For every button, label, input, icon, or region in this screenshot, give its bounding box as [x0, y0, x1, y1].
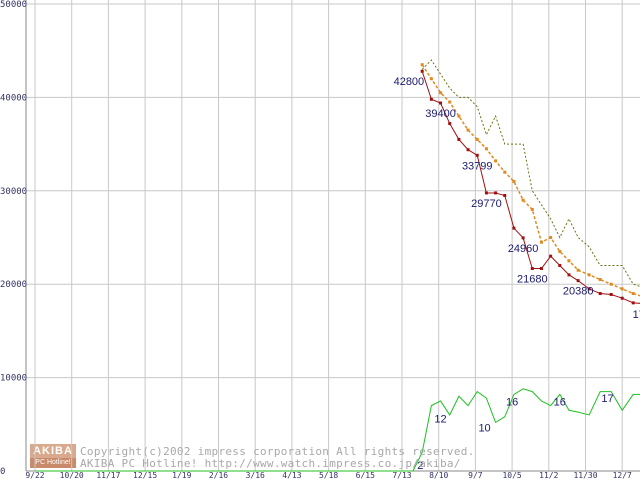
data-point-low-price: [466, 148, 470, 152]
data-point-average-price: [484, 147, 488, 151]
data-point-average-price: [457, 114, 461, 118]
price-label: 24960: [508, 243, 539, 255]
data-point-average-price: [466, 128, 470, 132]
data-point-average-price: [475, 137, 479, 141]
data-point-low-price: [484, 191, 488, 195]
x-tick-label: 12/15: [133, 471, 157, 480]
y-tick-label: 40000: [0, 93, 27, 103]
x-tick-label: 11/2: [539, 471, 558, 480]
copyright-line-2: AKIBA PC Hotline! http://www.watch.impre…: [80, 457, 461, 470]
x-tick-label: 9/22: [25, 471, 44, 480]
data-point-low-price: [420, 69, 424, 73]
x-tick-label: 8/10: [429, 471, 448, 480]
data-point-low-price: [549, 254, 553, 258]
x-tick-label: 11/17: [96, 471, 120, 480]
data-point-low-price: [475, 153, 479, 157]
x-tick-label: 9/7: [468, 471, 483, 480]
y-tick-label: 50000: [0, 0, 27, 10]
data-point-low-price: [558, 264, 562, 268]
data-point-low-price: [521, 236, 525, 240]
x-tick-label: 12/7: [613, 471, 632, 480]
x-tick-label: 10/20: [60, 471, 84, 480]
y-tick-label: 20000: [0, 280, 27, 290]
price-label: 21680: [517, 274, 548, 286]
data-point-average-price: [587, 273, 591, 277]
data-point-low-price: [457, 137, 461, 141]
logo-bottom-text: PC Hotline!: [30, 458, 76, 468]
data-point-average-price: [512, 179, 516, 183]
data-point-average-price: [558, 250, 562, 254]
data-point-average-price: [598, 278, 602, 282]
data-point-low-price: [620, 296, 624, 300]
data-point-low-price: [530, 267, 534, 271]
price-label: 17900: [633, 309, 640, 321]
count-label: 10: [478, 423, 490, 435]
akiba-logo: AKIBA PC Hotline!: [30, 444, 76, 470]
price-label: 33799: [462, 160, 493, 172]
count-label: 16: [554, 396, 566, 408]
data-point-low-price: [448, 122, 452, 126]
series-line-shop-count: [35, 388, 640, 472]
x-tick-label: 11/30: [573, 471, 597, 480]
data-point-low-price: [439, 101, 443, 105]
data-point-average-price: [429, 77, 433, 81]
data-point-low-price: [429, 97, 433, 101]
data-point-average-price: [420, 63, 424, 67]
x-tick-label: 7/13: [392, 471, 411, 480]
price-label: 29770: [471, 198, 502, 210]
x-tick-label: 1/19: [172, 471, 191, 480]
data-point-average-price: [576, 268, 580, 272]
y-tick-label: 30000: [0, 187, 27, 197]
data-point-low-price: [609, 292, 613, 296]
y-tick-label: 0: [0, 467, 5, 477]
data-point-average-price: [439, 91, 443, 95]
count-label: 2: [417, 460, 423, 472]
x-tick-label: 4/13: [282, 471, 301, 480]
count-label: 12: [434, 413, 446, 425]
price-label: 39400: [425, 108, 456, 120]
data-point-low-price: [539, 267, 543, 271]
series-line-average-price: [421, 64, 640, 297]
data-point-low-price: [567, 273, 571, 277]
data-point-average-price: [448, 100, 452, 104]
count-label: 17: [601, 393, 613, 405]
price-label: 20380: [563, 286, 594, 298]
series-line-high-price: [421, 59, 640, 287]
data-labels: 42800 39400 33799 29770 24960 21680 20380 17900…: [394, 76, 640, 472]
data-point-low-price: [494, 191, 498, 195]
data-point-low-price: [631, 301, 635, 305]
data-point-average-price: [620, 287, 624, 291]
y-tick-label: 10000: [0, 374, 27, 384]
copyright-line-1: Copyright(c)2002 impress corporation All…: [80, 445, 475, 458]
x-tick-label: 3/16: [246, 471, 265, 480]
data-point-average-price: [549, 236, 553, 239]
x-tick-label: 2/16: [209, 471, 228, 480]
logo-top-text: AKIBA: [30, 444, 76, 458]
data-point-low-price: [512, 226, 516, 230]
price-label: 42800: [394, 76, 425, 88]
data-point-average-price: [609, 282, 613, 286]
data-point-average-price: [494, 159, 498, 163]
data-point-low-price: [598, 292, 602, 296]
data-point-average-price: [567, 259, 571, 263]
data-point-average-price: [530, 207, 534, 211]
x-tick-label: 6/15: [356, 471, 375, 480]
x-tick-label: 5/18: [319, 471, 338, 480]
data-point-average-price: [521, 198, 525, 202]
series-layer: [35, 59, 640, 472]
x-tick-label: 10/5: [502, 471, 521, 480]
data-point-average-price: [539, 240, 543, 244]
data-point-low-price: [587, 287, 591, 291]
data-point-average-price: [631, 292, 635, 296]
series-line-low-price: [421, 71, 640, 304]
grid: [25, 0, 640, 472]
data-point-low-price: [503, 193, 507, 197]
data-point-average-price: [503, 170, 507, 174]
data-point-low-price: [576, 279, 580, 283]
count-label: 16: [506, 396, 518, 408]
